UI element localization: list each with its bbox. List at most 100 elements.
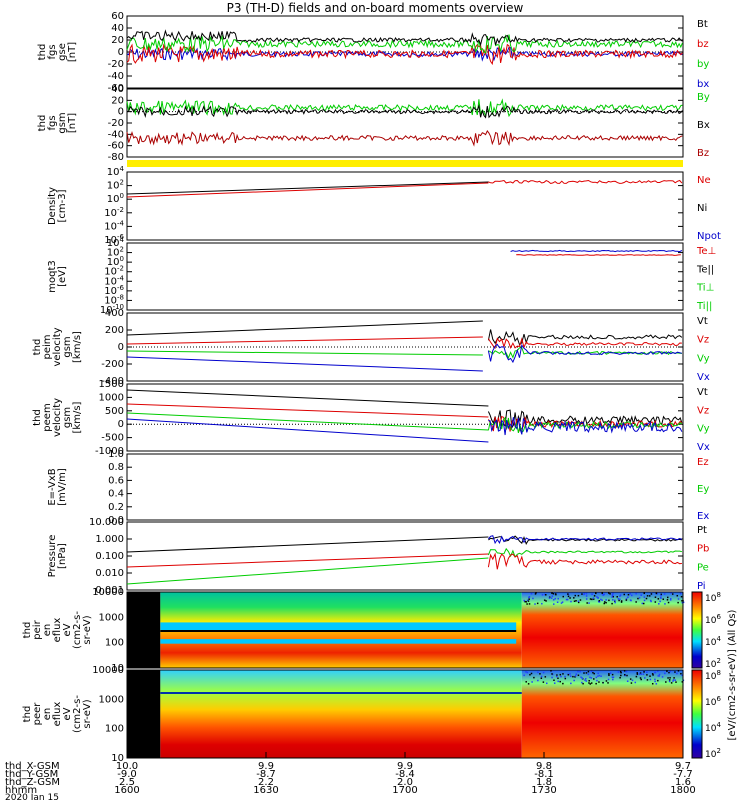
y-tick-label: 0 [118,342,124,353]
y-axis-label: thd [32,409,43,426]
y-axis-label: gsm [62,336,73,357]
panel-temp [126,242,684,311]
colorbar-label: [eV/(cm2-s-sr-eV)] (All Qs) [727,609,738,740]
y-tick-label: -60 [108,141,124,152]
x-row-value: 1600 [114,785,139,796]
panel-pressure [126,521,684,591]
y-axis-label: [cm-3] [57,189,68,222]
series-peem-vt [487,409,683,430]
chart-title: P3 (TH-D) fields and on-board moments ov… [227,1,524,15]
y-tick-label: 200 [105,325,124,336]
y-tick-label: 40 [111,84,124,95]
y-tick-label: 0.001 [95,585,124,596]
y-axis-label: eflux [52,702,63,727]
legend-ti⊥: Ti⊥ [696,283,714,294]
x-row-value: 1730 [531,785,556,796]
y-axis-label: Density [47,187,58,225]
legend-npot: Npot [697,231,721,242]
y-tick-label: 0.100 [95,551,124,562]
y-axis-label: sr-eV) [82,699,93,728]
legend-vy: Vy [697,353,710,364]
y-axis-label: thd [37,115,48,132]
series-pt [488,535,683,545]
y-tick-label: 60 [111,11,124,22]
y-tick-label: 1000 [99,392,124,403]
series-peem-vt-early [126,389,489,407]
y-tick-label: 10-4 [104,219,124,232]
y-axis-label: thd [32,339,43,356]
y-axis-label: (cm2-s- [72,695,83,733]
panel-efield [126,453,684,521]
x-row-value: 2.0 [397,777,413,788]
series-pt-early [126,536,489,553]
series-peem-vy [487,416,683,434]
y-axis-label: en [42,624,53,637]
y-tick-label: -200 [101,359,124,370]
y-tick-label: 0.4 [108,489,124,500]
series-ti [510,249,683,253]
y-tick-label: -60 [108,83,124,94]
colorbar-tick: 102 [705,747,721,760]
series-peim-vt [487,329,683,346]
y-axis-label: [km/s] [72,401,83,433]
series-peem-vx-early [126,418,489,443]
series-peem-vy-early [126,412,489,431]
y-tick-label: 10-6 [104,284,124,297]
legend-vy: Vy [697,424,710,435]
series-ne [488,179,683,185]
colorbar-tick: 108 [705,669,721,682]
y-axis-label: peem [42,403,53,431]
panel-peem [126,383,684,452]
y-axis-label: [nPa] [57,543,68,569]
colorbar [691,591,703,669]
y-tick-label: 10-8 [104,293,124,306]
y-tick-label: 20 [111,35,124,46]
y-tick-label: 10-6 [104,233,124,246]
x-row-value: 1630 [253,785,278,796]
y-tick-label: 10-4 [104,274,124,287]
legend-bx: Bx [697,120,710,131]
y-tick-label: -20 [108,118,124,129]
y-tick-label: 0 [118,47,124,58]
y-tick-label: 10 [111,753,124,764]
y-axis-label: [km/s] [72,331,83,363]
y-axis-label: fgs [47,115,58,130]
colorbar-tick: 104 [705,721,721,734]
y-tick-label: -500 [101,433,124,444]
series-te [516,254,681,256]
y-tick-label: -80 [108,152,124,163]
y-tick-label: 400 [105,308,124,319]
x-row-name: hhmm [5,785,37,796]
y-axis-label: Pressure [47,535,58,578]
y-axis-label: [mV/m] [57,468,68,506]
y-axis-label: thd [22,706,33,723]
y-tick-label: 0 [118,107,124,118]
y-tick-label: -20 [108,59,124,70]
x-row-name: thd_Y-GSM [5,769,58,780]
panel-fgs_gsm [126,88,684,158]
series-bt [126,29,683,47]
y-axis-label: eV [62,623,73,636]
x-row-value: 2.2 [258,777,274,788]
y-tick-label: 500 [105,406,124,417]
series-peim-vz [487,337,682,349]
y-tick-label: 100 [107,255,124,268]
y-axis-label: [eV] [57,266,68,287]
x-row-value: -8.7 [256,769,276,780]
x-row-value: 1800 [670,785,695,796]
x-row-value: 1.6 [675,777,691,788]
x-row-name: thd_Z-GSM [5,777,60,788]
x-row-value: -9.0 [117,769,137,780]
y-tick-label: 0.6 [108,475,124,486]
y-axis-label: E=-VxB [47,468,58,505]
y-axis-label: velocity [52,327,63,366]
y-tick-label: -40 [108,71,124,82]
x-row-name: thd_X-GSM [5,761,60,772]
y-tick-label: 40 [111,23,124,34]
y-tick-label: 0.010 [95,568,124,579]
series-peim-vz-early [126,336,483,345]
y-axis-label: en [42,708,53,721]
y-tick-label: 1.000 [95,534,124,545]
y-axis-label: peim [42,334,53,359]
series-gsm-bz [126,130,683,147]
